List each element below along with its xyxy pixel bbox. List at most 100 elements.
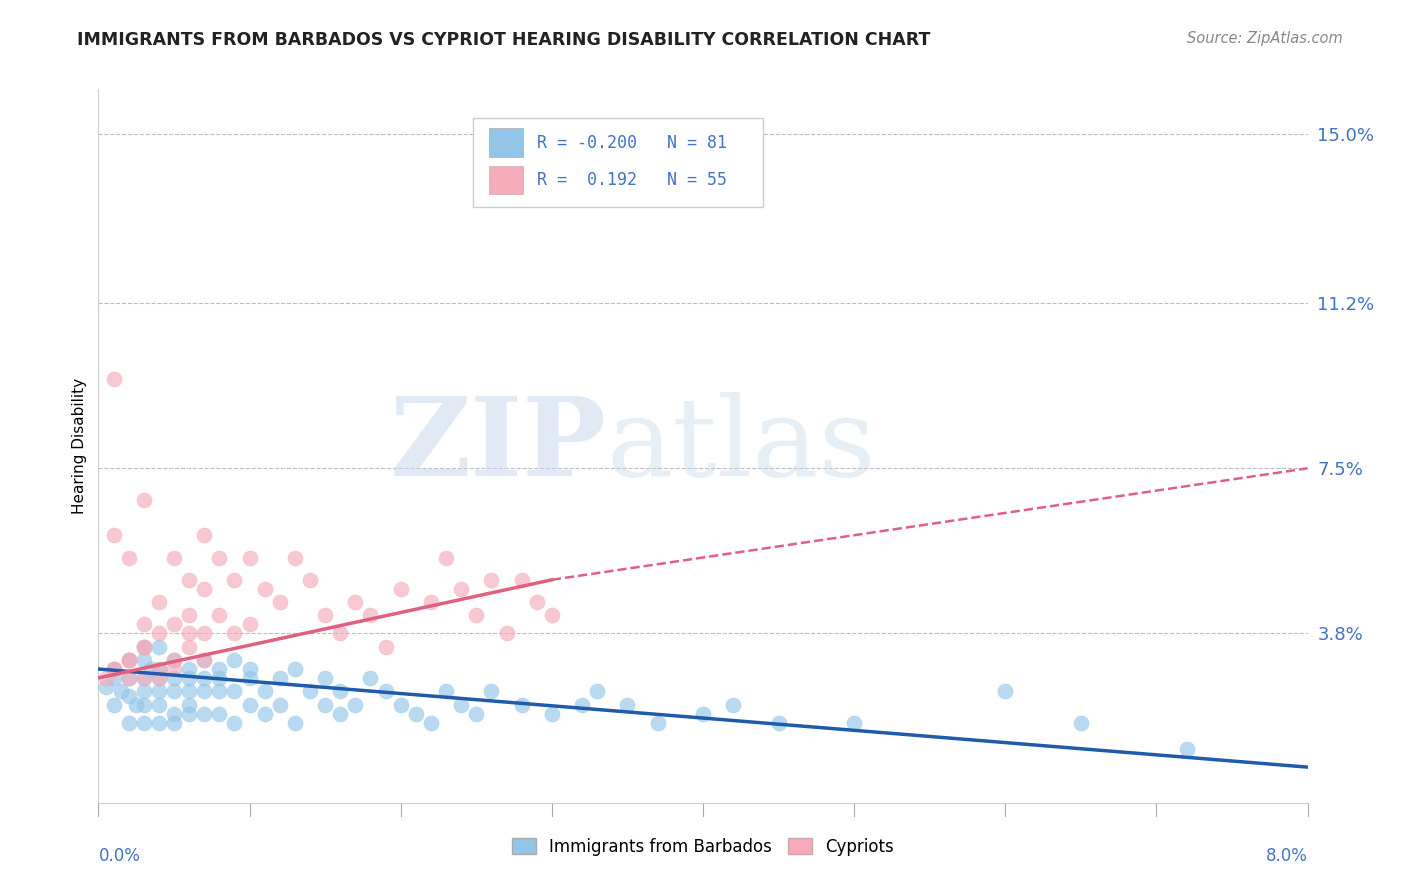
Point	[329, 706, 352, 721]
Point	[118, 653, 141, 667]
Point	[179, 671, 201, 685]
Point	[208, 684, 231, 698]
Point	[374, 640, 396, 654]
Point	[132, 715, 155, 730]
Point	[692, 706, 714, 721]
Point	[284, 715, 307, 730]
Y-axis label: Hearing Disability: Hearing Disability	[72, 378, 87, 514]
Point	[163, 617, 186, 632]
Point	[132, 684, 155, 698]
Point	[110, 684, 132, 698]
Point	[118, 689, 141, 703]
Point	[723, 698, 745, 712]
Point	[179, 698, 201, 712]
Text: R = -0.200   N = 81: R = -0.200 N = 81	[537, 134, 727, 152]
Point	[132, 617, 155, 632]
Point	[163, 550, 186, 565]
Point	[540, 608, 562, 623]
Point	[193, 582, 215, 596]
Point	[224, 684, 246, 698]
Point	[103, 662, 125, 676]
Point	[193, 671, 215, 685]
Point	[208, 671, 231, 685]
Point	[148, 662, 170, 676]
Point	[118, 671, 141, 685]
Text: 8.0%: 8.0%	[1265, 847, 1308, 865]
Point	[179, 640, 201, 654]
Point	[434, 684, 457, 698]
Point	[163, 653, 186, 667]
Point	[571, 698, 593, 712]
Point	[224, 626, 246, 640]
Point	[844, 715, 866, 730]
Point	[163, 684, 186, 698]
Point	[253, 582, 276, 596]
Point	[132, 671, 155, 685]
Point	[148, 640, 170, 654]
FancyBboxPatch shape	[489, 128, 523, 157]
Point	[1070, 715, 1092, 730]
Text: atlas: atlas	[606, 392, 876, 500]
Point	[253, 684, 276, 698]
Point	[269, 698, 291, 712]
Point	[647, 715, 669, 730]
Point	[314, 671, 336, 685]
Point	[94, 671, 117, 685]
Point	[389, 698, 412, 712]
Text: IMMIGRANTS FROM BARBADOS VS CYPRIOT HEARING DISABILITY CORRELATION CHART: IMMIGRANTS FROM BARBADOS VS CYPRIOT HEAR…	[77, 31, 931, 49]
FancyBboxPatch shape	[489, 166, 523, 194]
Point	[420, 595, 443, 609]
Point	[118, 715, 141, 730]
Point	[374, 684, 396, 698]
Point	[208, 608, 231, 623]
Point	[1175, 742, 1198, 756]
Point	[118, 671, 141, 685]
Point	[768, 715, 790, 730]
Point	[179, 662, 201, 676]
Point	[163, 715, 186, 730]
Point	[148, 715, 170, 730]
Point	[495, 626, 517, 640]
Point	[148, 626, 170, 640]
Point	[299, 573, 322, 587]
Point	[208, 662, 231, 676]
Point	[148, 671, 170, 685]
Point	[208, 550, 231, 565]
Point	[193, 626, 215, 640]
Point	[344, 698, 367, 712]
Point	[360, 671, 382, 685]
Point	[132, 671, 155, 685]
Point	[360, 608, 382, 623]
Point	[208, 706, 231, 721]
Point	[132, 640, 155, 654]
Point	[329, 684, 352, 698]
Point	[132, 492, 155, 507]
Point	[586, 684, 609, 698]
Point	[179, 626, 201, 640]
Point	[193, 653, 215, 667]
Point	[132, 640, 155, 654]
Point	[284, 550, 307, 565]
Text: Source: ZipAtlas.com: Source: ZipAtlas.com	[1187, 31, 1343, 46]
Point	[179, 608, 201, 623]
Point	[103, 528, 125, 542]
Point	[329, 626, 352, 640]
Point	[450, 698, 472, 712]
Point	[344, 595, 367, 609]
Point	[616, 698, 638, 712]
Point	[163, 706, 186, 721]
Point	[269, 671, 291, 685]
Point	[148, 698, 170, 712]
Point	[193, 706, 215, 721]
Point	[239, 617, 262, 632]
Point	[224, 573, 246, 587]
Point	[481, 684, 503, 698]
Point	[148, 595, 170, 609]
Point	[239, 698, 262, 712]
Point	[118, 653, 141, 667]
Point	[163, 671, 186, 685]
Point	[239, 550, 262, 565]
Point	[132, 653, 155, 667]
Point	[299, 684, 322, 698]
Point	[103, 671, 125, 685]
